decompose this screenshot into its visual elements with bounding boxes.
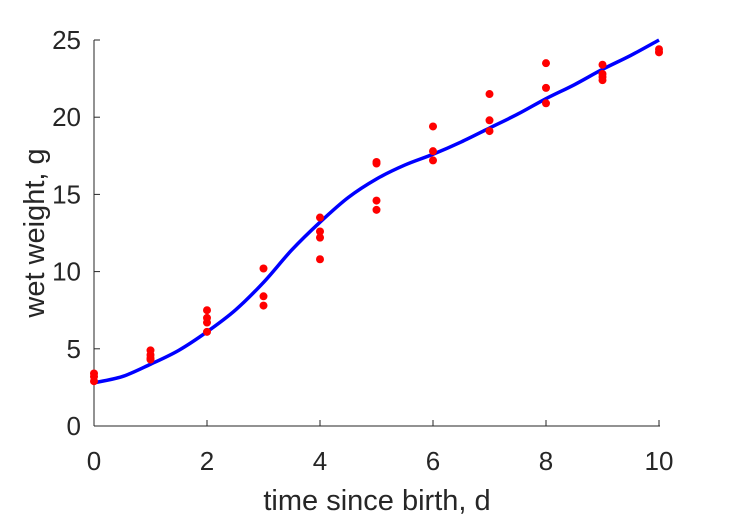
fit-curve: [93, 38, 660, 385]
data-point: [316, 227, 324, 236]
data-point: [542, 59, 550, 68]
data-point: [542, 99, 550, 108]
y-tick-label: 15: [52, 179, 81, 209]
data-point: [372, 159, 381, 168]
data-point: [316, 233, 324, 242]
data-point: [146, 355, 155, 364]
x-tick-label: 6: [426, 446, 440, 476]
data-point: [203, 318, 211, 327]
data-point: [429, 122, 437, 131]
data-point: [203, 327, 211, 336]
y-tick-label: 25: [52, 25, 81, 55]
data-point: [372, 205, 381, 214]
data-point: [429, 156, 437, 165]
data-point: [429, 147, 437, 156]
data-point: [259, 292, 268, 301]
data-point: [598, 60, 607, 69]
data-point: [316, 213, 324, 222]
data-point: [259, 264, 268, 273]
data-point: [598, 76, 607, 85]
x-tick-label: 2: [200, 446, 214, 476]
x-tick-label: 4: [313, 446, 327, 476]
data-point: [542, 83, 550, 92]
data-point: [372, 196, 381, 205]
fit-line-layer: [93, 38, 660, 385]
x-tick-label: 0: [87, 446, 101, 476]
y-tick-label: 0: [67, 411, 81, 441]
data-point: [485, 116, 494, 125]
x-tick-label: 10: [645, 446, 674, 476]
x-axis-title: time since birth, d: [263, 485, 490, 517]
data-point: [316, 255, 324, 264]
y-tick-label: 10: [52, 257, 81, 287]
data-point: [485, 127, 494, 136]
data-point: [259, 301, 268, 310]
y-tick-label: 5: [67, 334, 81, 364]
y-axis-title: wet weight, g: [19, 148, 51, 318]
x-tick-label: 8: [539, 446, 553, 476]
data-point: [90, 377, 98, 386]
data-point: [655, 48, 663, 57]
data-point: [203, 306, 211, 315]
data-point: [485, 90, 494, 99]
axes: 0 2 4 6 8 10 0 5 10 15 20 25: [52, 25, 673, 476]
data-points-layer: [90, 45, 663, 386]
y-tick-label: 20: [52, 102, 81, 132]
